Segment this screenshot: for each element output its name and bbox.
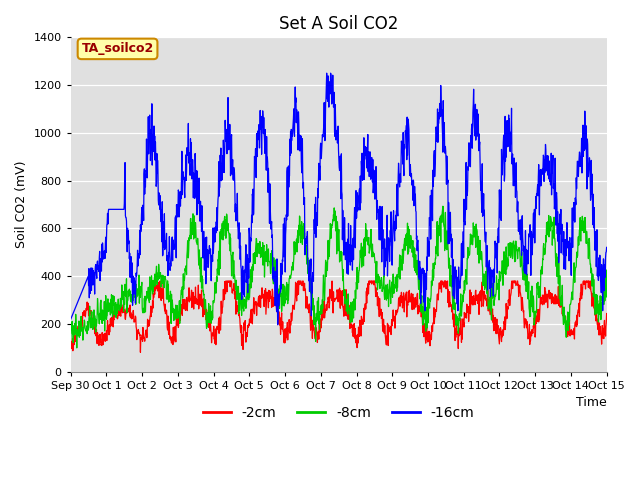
Legend: -2cm, -8cm, -16cm: -2cm, -8cm, -16cm <box>197 400 480 425</box>
X-axis label: Time: Time <box>576 396 607 409</box>
Text: TA_soilco2: TA_soilco2 <box>81 42 154 55</box>
Y-axis label: Soil CO2 (mV): Soil CO2 (mV) <box>15 161 28 248</box>
Title: Set A Soil CO2: Set A Soil CO2 <box>279 15 398 33</box>
